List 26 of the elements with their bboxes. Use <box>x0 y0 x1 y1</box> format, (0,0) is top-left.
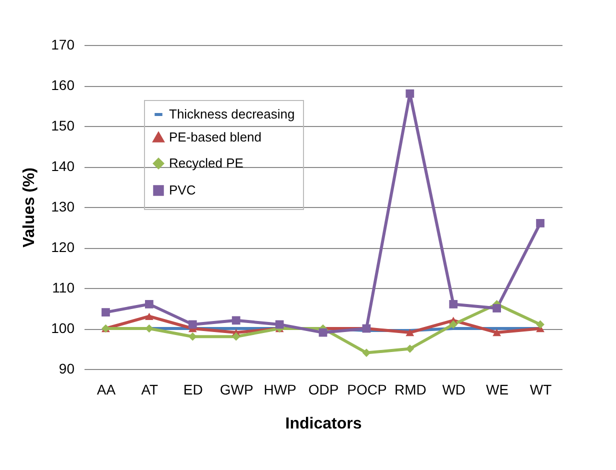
legend-label: PE-based blend <box>169 130 262 144</box>
legend-label: Recycled PE <box>169 156 244 170</box>
y-tick-label: 110 <box>52 280 75 296</box>
x-tick-label: GWP <box>220 382 254 398</box>
x-tick-label: ODP <box>308 382 339 398</box>
x-tick-label: AA <box>96 382 116 398</box>
y-tick-label: 100 <box>51 320 75 336</box>
x-tick-label: RMD <box>394 382 426 398</box>
y-tick-label: 120 <box>51 239 75 255</box>
y-tick-label: 150 <box>51 118 75 134</box>
legend-label: PVC <box>169 182 196 198</box>
y-tick-label: 90 <box>58 360 75 376</box>
x-tick-label: WD <box>442 382 466 398</box>
y-tick-label: 140 <box>51 158 75 174</box>
x-tick-label: WE <box>486 382 509 398</box>
x-tick-label: HWP <box>264 382 296 398</box>
y-tick-label: 130 <box>51 198 75 214</box>
x-tick-label: AT <box>141 382 159 398</box>
x-tick-label: POCP <box>347 382 387 398</box>
x-axis-title: Indicators <box>285 416 362 432</box>
y-axis-title: Values (%) <box>21 167 38 248</box>
legend-label: Thickness decreasing <box>169 106 295 122</box>
y-tick-label: 170 <box>51 36 75 52</box>
x-tick-label: WT <box>530 382 552 398</box>
y-tick-label: 160 <box>51 77 75 93</box>
x-tick-label: ED <box>183 382 203 398</box>
